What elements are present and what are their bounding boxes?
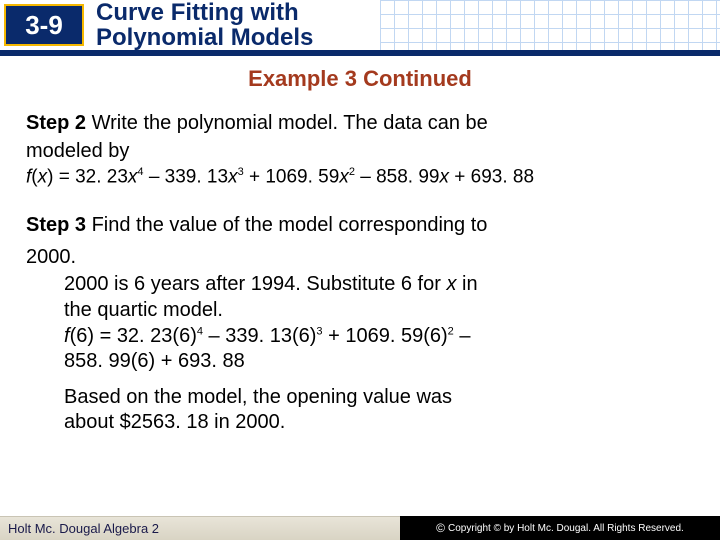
header-title: Curve Fitting with Polynomial Models <box>96 0 313 50</box>
eval-s1: – <box>203 325 225 347</box>
footer-copyright: Copyright © by Holt Mc. Dougal. All Righ… <box>448 523 684 534</box>
eval-arg: (6) = <box>70 325 117 347</box>
explain-var: x <box>446 273 456 295</box>
eval-c4: 32. 23(6) <box>117 325 197 347</box>
polynomial-equation: f(x) = 32. 23x4 – 339. 13x3 + 1069. 59x2… <box>26 166 694 188</box>
step3-text1: Find the value of the model correspondin… <box>86 214 487 236</box>
step3-line2: 2000. <box>26 244 694 270</box>
step3-explain: 2000 is 6 years after 1994. Substitute 6… <box>64 272 684 323</box>
result-1: Based on the model, the opening value wa… <box>64 386 452 408</box>
explain-2: the quartic model. <box>64 299 223 321</box>
footer-book-title: Holt Mc. Dougal Algebra 2 <box>8 521 159 536</box>
op2: + <box>244 166 266 187</box>
step3-result: Based on the model, the opening value wa… <box>64 385 674 436</box>
term-x3: x <box>228 166 238 187</box>
example-subtitle: Example 3 Continued <box>0 66 720 92</box>
step2-label: Step 2 <box>26 112 86 134</box>
eq-close: ) = <box>47 166 75 187</box>
section-number-text: 3-9 <box>25 10 63 41</box>
explain-1b: in <box>456 273 477 295</box>
step2-line1: Step 2 Write the polynomial model. The d… <box>26 110 694 136</box>
coef4: 32. 23 <box>75 166 128 187</box>
eval-s3: – <box>454 325 471 347</box>
var-x: x <box>38 166 48 187</box>
term-x2: x <box>339 166 349 187</box>
explain-1: 2000 is 6 years after 1994. Substitute 6… <box>64 273 446 295</box>
result-2: about $2563. 18 in 2000. <box>64 411 285 433</box>
step2-text1: Write the polynomial model. The data can… <box>86 112 488 134</box>
coef2: 1069. 59 <box>265 166 339 187</box>
step3-line1: Step 3 Find the value of the model corre… <box>26 212 694 238</box>
header-title-line1: Curve Fitting with <box>96 0 313 25</box>
step3-label: Step 3 <box>26 214 86 236</box>
header-grid-pattern <box>380 0 720 50</box>
op1: – <box>144 166 165 187</box>
op3: – <box>355 166 376 187</box>
eval-s2: + <box>323 325 346 347</box>
coef3: 339. 13 <box>165 166 228 187</box>
op4: + <box>449 166 471 187</box>
term-x1: x <box>439 166 449 187</box>
eval-c2: 1069. 59(6) <box>345 325 447 347</box>
slide-footer: Holt Mc. Dougal Algebra 2 © Copyright © … <box>0 516 720 540</box>
slide-content: Step 2 Write the polynomial model. The d… <box>0 110 720 436</box>
footer-right: © Copyright © by Holt Mc. Dougal. All Ri… <box>400 516 720 540</box>
section-number-badge: 3-9 <box>4 4 84 46</box>
copyright-icon: © <box>436 521 445 535</box>
slide-header: 3-9 Curve Fitting with Polynomial Models <box>0 0 720 50</box>
coef1: 858. 99 <box>376 166 439 187</box>
header-title-line2: Polynomial Models <box>96 25 313 50</box>
eval-c3: 339. 13(6) <box>225 325 316 347</box>
step3-evaluation: f(6) = 32. 23(6)4 – 339. 13(6)3 + 1069. … <box>64 324 684 375</box>
coef0: 693. 88 <box>471 166 534 187</box>
term-x4: x <box>128 166 138 187</box>
eval-line2: 858. 99(6) + 693. 88 <box>64 350 245 372</box>
footer-left: Holt Mc. Dougal Algebra 2 <box>0 516 400 540</box>
step2-line2: modeled by <box>26 138 694 164</box>
